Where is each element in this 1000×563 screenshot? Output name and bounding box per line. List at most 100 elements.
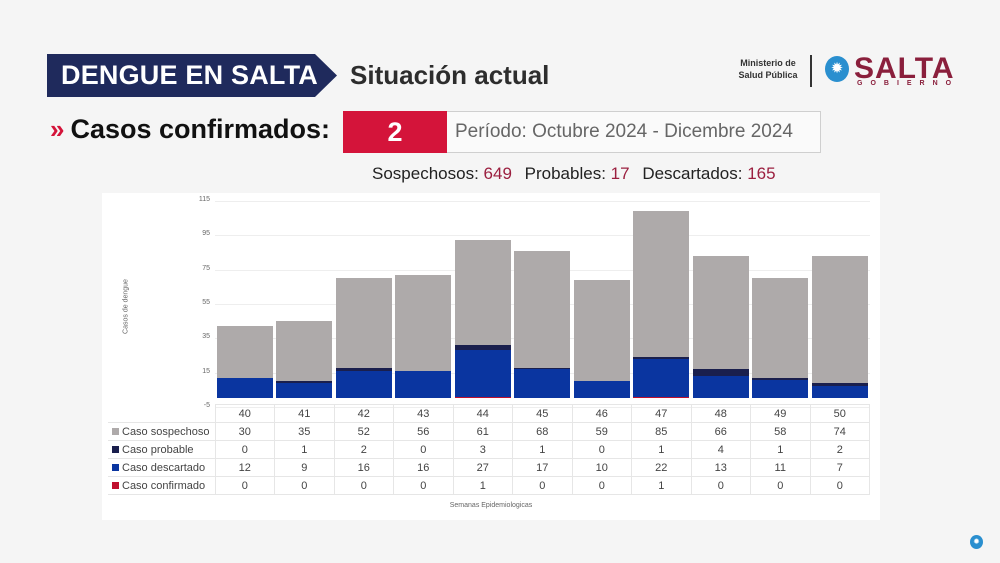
- table-cell: 1: [512, 440, 573, 459]
- week-header-cell: 44: [452, 404, 513, 423]
- table-row: Caso descartado 12 9 16 16 27 17 10 22 13 11 7: [108, 458, 870, 477]
- bar-week-40: [216, 193, 273, 413]
- week-header-cell: 43: [393, 404, 454, 423]
- gridline: [215, 201, 870, 202]
- brand-subtitle: GOBIERNO: [857, 80, 960, 87]
- y-tick-label: 15: [202, 367, 210, 375]
- bar-week-42: [335, 193, 392, 413]
- week-header-cell: 40: [214, 404, 275, 423]
- ministry-line-2: Salud Pública: [738, 70, 798, 80]
- stat-discarded-value: 165: [747, 164, 776, 183]
- banner-title: DENGUE EN SALTA: [61, 60, 319, 90]
- confirmed-cases-label: » Casos confirmados:: [50, 114, 330, 145]
- stat-discarded-label: Descartados:: [642, 164, 743, 183]
- banner-arrow-shape: [47, 54, 337, 97]
- table-cell: 1: [631, 476, 692, 495]
- bar-segment-caso-sospechoso: [692, 255, 749, 370]
- case-stats: Sospechosos: 649 Probables: 17 Descartad…: [372, 164, 776, 184]
- table-cell: 0: [512, 476, 573, 495]
- table-cell: 22: [631, 458, 692, 477]
- legend-swatch-icon: [112, 427, 119, 435]
- bar-week-41: [276, 193, 332, 413]
- table-cell: 7: [809, 458, 870, 477]
- bar-segment-caso-probable: [633, 357, 689, 359]
- table-cell: 56: [393, 422, 454, 441]
- table-cell: 0: [393, 440, 454, 459]
- table-row: Caso sospechoso 30 35 52 56 61 68 59 85 66 58 74: [108, 422, 870, 441]
- bar-segment-caso-confirmado: [633, 396, 689, 399]
- table-cell: 2: [333, 440, 394, 459]
- legend-swatch-icon: [112, 463, 119, 471]
- bar-segment-caso-probable: [752, 377, 808, 380]
- table-cell: 2: [809, 440, 870, 459]
- y-tick-label: 75: [202, 264, 210, 272]
- table-cell: 85: [631, 422, 692, 441]
- stat-suspected-label: Sospechosos:: [372, 164, 479, 183]
- bar-segment-caso-confirmado: [454, 396, 511, 399]
- table-cell: 0: [750, 476, 811, 495]
- logo-divider: [810, 55, 812, 87]
- brand-name: SALTA: [854, 52, 955, 85]
- bar-segment-caso-sospechoso: [514, 250, 570, 368]
- bar-segment-caso-sospechoso: [454, 240, 511, 346]
- stat-suspected-value: 649: [483, 164, 512, 183]
- table-cell: 0: [214, 476, 275, 495]
- table-cell: 1: [750, 440, 811, 459]
- table-cell: 59: [571, 422, 632, 441]
- bar-segment-caso-sospechoso: [335, 278, 392, 368]
- table-header-row: 40 41 42 43 44 45 46 47 48 49 50: [108, 404, 870, 423]
- table-cell: 58: [750, 422, 811, 441]
- bar-week-47: [633, 193, 689, 413]
- table-cell: 12: [214, 458, 275, 477]
- bar-week-48: [692, 193, 749, 413]
- gridline: [215, 235, 870, 237]
- bar-segment-caso-descartado: [335, 370, 392, 399]
- week-header-cell: 41: [274, 404, 335, 423]
- bar-week-49: [752, 193, 808, 413]
- bar-segment-caso-probable: [454, 345, 511, 351]
- bar-segment-caso-descartado: [573, 381, 630, 399]
- table-cell: 35: [274, 422, 335, 441]
- table-cell: 27: [452, 458, 513, 477]
- bar-segment-caso-probable: [692, 369, 749, 377]
- bar-segment-caso-probable: [335, 367, 392, 371]
- bar-segment-caso-descartado: [395, 370, 451, 399]
- stat-probable-value: 17: [610, 164, 630, 183]
- table-cell: 0: [571, 476, 632, 495]
- y-tick-label: 35: [202, 333, 210, 341]
- bar-week-50: [811, 193, 868, 413]
- bar-segment-caso-descartado: [216, 377, 273, 399]
- bar-segment-caso-sospechoso: [573, 279, 630, 382]
- bar-segment-caso-sospechoso: [811, 255, 868, 383]
- bar-segment-caso-probable: [276, 381, 332, 383]
- stacked-bar-chart: Casos de dengue 115 95 75 55 35 15 -5 40 41 42 43…: [102, 193, 880, 520]
- legend-swatch-icon: [112, 445, 119, 453]
- table-cell: 4: [690, 440, 751, 459]
- bar-week-44: [454, 193, 511, 413]
- bar-segment-caso-sospechoso: [633, 211, 689, 358]
- table-cell: 9: [274, 458, 335, 477]
- table-cell: 0: [214, 440, 275, 459]
- table-cell: 13: [690, 458, 751, 477]
- table-cell: 1: [631, 440, 692, 459]
- title-banner: DENGUE EN SALTA: [47, 54, 337, 97]
- bar-segment-caso-sospechoso: [276, 321, 332, 382]
- table-row: Caso confirmado 0 0 0 0 1 0 0 1 0 0 0: [108, 476, 870, 495]
- ministry-logo: Ministerio de Salud Pública ✹ SALTA GOBI…: [736, 52, 956, 92]
- bar-segment-caso-descartado: [692, 376, 749, 399]
- legend-swatch-icon: [112, 481, 119, 489]
- table-cell: 0: [393, 476, 454, 495]
- bar-segment-caso-descartado: [633, 358, 689, 397]
- bar-segment-caso-descartado: [752, 379, 808, 399]
- period-range: Período: Octubre 2024 - Dicembre 2024: [447, 111, 821, 153]
- bar-week-43: [395, 193, 451, 413]
- y-tick-label: 55: [202, 299, 210, 306]
- legend-label: Caso confirmado: [108, 476, 216, 495]
- salta-emblem-icon: ✹: [970, 535, 983, 549]
- table-cell: 0: [333, 476, 394, 495]
- table-cell: 16: [393, 458, 454, 477]
- bar-segment-caso-descartado: [276, 382, 332, 399]
- table-cell: 1: [452, 476, 513, 495]
- page-subtitle: Situación actual: [350, 60, 550, 90]
- bar-segment-caso-probable: [514, 367, 570, 370]
